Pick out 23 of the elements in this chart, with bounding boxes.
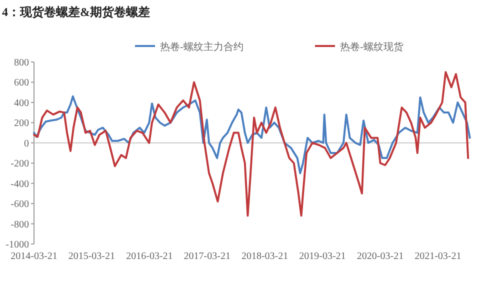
line-series bbox=[33, 95, 471, 174]
y-tick-label: 800 bbox=[14, 58, 29, 68]
x-tick-label: 2014-03-21 bbox=[10, 251, 58, 262]
x-tick-label: 2017-03-21 bbox=[184, 251, 230, 262]
y-tick-label: 200 bbox=[14, 118, 29, 130]
line-series bbox=[33, 71, 470, 217]
chart-title: 4：现货卷螺差&期货卷螺差 bbox=[2, 5, 150, 19]
y-tick-label: 400 bbox=[14, 98, 29, 109]
y-tick-label: -1000 bbox=[6, 240, 29, 250]
x-tick-label: 2016-03-21 bbox=[126, 251, 173, 262]
x-tick-label: 2015-03-21 bbox=[68, 251, 115, 262]
y-tick-label: 600 bbox=[14, 78, 29, 89]
x-tick-label: 2020-03-21 bbox=[356, 251, 404, 262]
y-tick-label: -800 bbox=[10, 219, 29, 230]
x-tick-label: 2019-03-21 bbox=[299, 251, 346, 262]
legend-label: 热卷-螺纹现货 bbox=[340, 41, 404, 53]
y-tick-label: 0 bbox=[24, 138, 29, 150]
legend-label: 热卷-螺纹主力合约 bbox=[160, 41, 244, 53]
y-tick-label: -600 bbox=[10, 199, 29, 210]
y-tick-label: -400 bbox=[10, 178, 29, 190]
x-tick-label: 2018-03-21 bbox=[241, 251, 288, 262]
y-tick-label: -200 bbox=[10, 158, 29, 170]
x-tick-label: 2021-03-21 bbox=[414, 251, 462, 262]
